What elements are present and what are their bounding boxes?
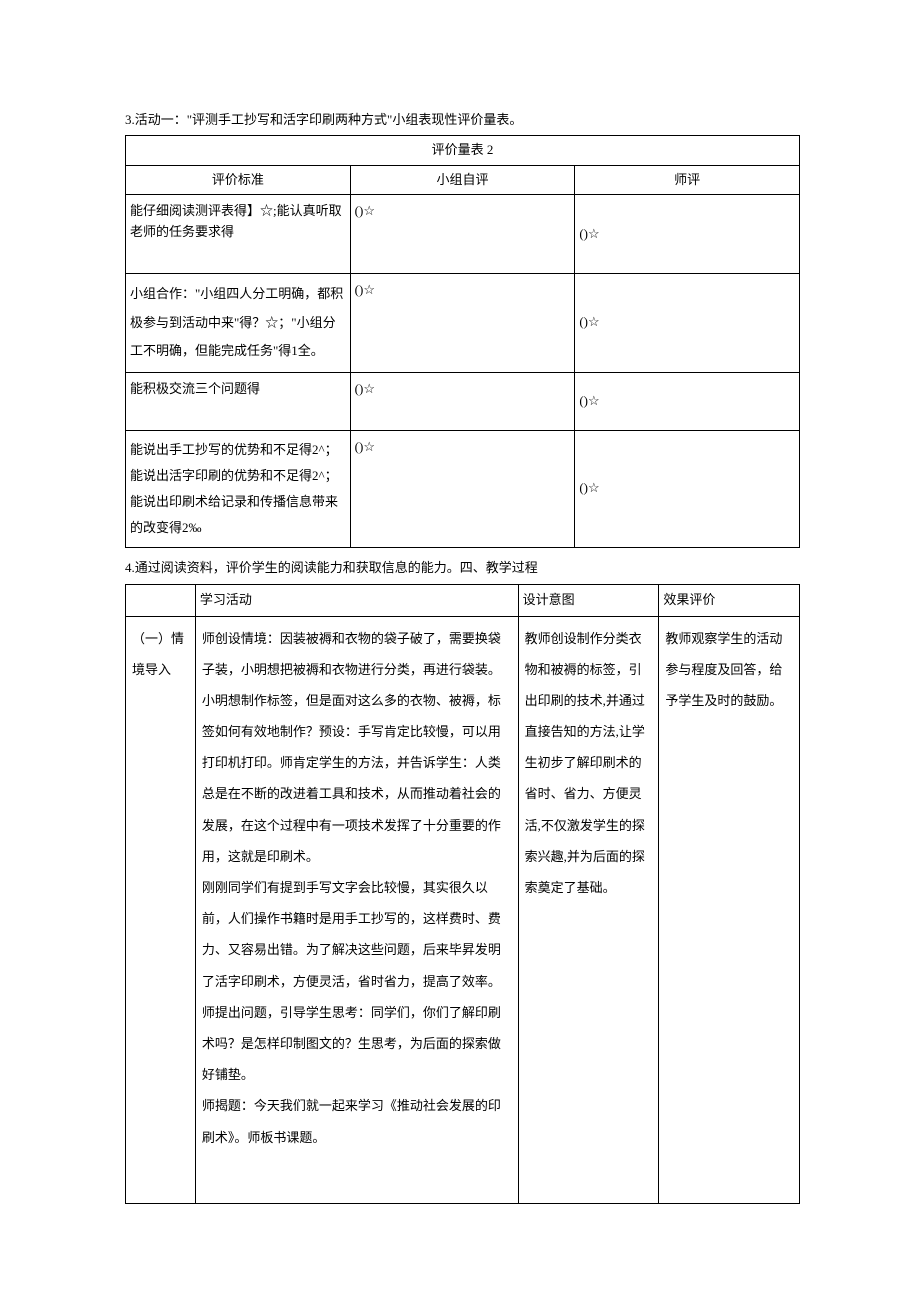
table-row: 能积极交流三个问题得 ()☆ ()☆ xyxy=(126,372,800,430)
teacher-eval-cell: ()☆ xyxy=(575,372,800,430)
self-eval-cell: ()☆ xyxy=(350,195,575,274)
section3-title: 3.活动一："评测手工抄写和活字印刷两种方式"小组表现性评价量表。 xyxy=(125,110,800,131)
section4-note: 4.通过阅读资料，评价学生的阅读能力和获取信息的能力。四、教学过程 xyxy=(125,558,800,579)
self-eval-cell: ()☆ xyxy=(350,273,575,372)
evaluation-rubric-table: 评价量表 2 评价标准 小组自评 师评 能仔细阅读测评表得】☆;能认真听取老师的… xyxy=(125,135,800,548)
stage-cell: （一）情境导入 xyxy=(126,616,196,1203)
activity-cell: 师创设情境：因装被褥和衣物的袋子破了，需要换袋子装，小明想把被褥和衣物进行分类，… xyxy=(195,616,518,1203)
teaching-process-table: 学习活动 设计意图 效果评价 （一）情境导入 师创设情境：因装被褥和衣物的袋子破… xyxy=(125,584,800,1203)
header-teacher-eval: 师评 xyxy=(575,165,800,195)
eval-cell: 教师观察学生的活动参与程度及回答，给予学生及时的鼓励。 xyxy=(659,616,800,1203)
header-stage xyxy=(126,585,196,616)
table-row: 小组合作："小组四人分工明确，都积极参与到活动中来"得？☆；"小组分工不明确，但… xyxy=(126,273,800,372)
header-design: 设计意图 xyxy=(518,585,659,616)
table-caption: 评价量表 2 xyxy=(126,135,800,165)
table-row: 能仔细阅读测评表得】☆;能认真听取老师的任务要求得 ()☆ ()☆ xyxy=(126,195,800,274)
document-page: 3.活动一："评测手工抄写和活字印刷两种方式"小组表现性评价量表。 评价量表 2… xyxy=(0,0,920,1284)
criteria-cell: 能仔细阅读测评表得】☆;能认真听取老师的任务要求得 xyxy=(126,195,351,274)
criteria-cell: 能积极交流三个问题得 xyxy=(126,372,351,430)
design-cell: 教师创设制作分类衣物和被褥的标签，引出印刷的技术,并通过直接告知的方法,让学生初… xyxy=(518,616,659,1203)
teacher-eval-cell: ()☆ xyxy=(575,195,800,274)
teacher-eval-cell: ()☆ xyxy=(575,430,800,547)
header-eval: 效果评价 xyxy=(659,585,800,616)
criteria-cell: 能说出手工抄写的优势和不足得2^；能说出活字印刷的优势和不足得2^；能说出印刷术… xyxy=(126,430,351,547)
header-self-eval: 小组自评 xyxy=(350,165,575,195)
table-row: 能说出手工抄写的优势和不足得2^；能说出活字印刷的优势和不足得2^；能说出印刷术… xyxy=(126,430,800,547)
header-criteria: 评价标准 xyxy=(126,165,351,195)
self-eval-cell: ()☆ xyxy=(350,430,575,547)
table-row: （一）情境导入 师创设情境：因装被褥和衣物的袋子破了，需要换袋子装，小明想把被褥… xyxy=(126,616,800,1203)
criteria-cell: 小组合作："小组四人分工明确，都积极参与到活动中来"得？☆；"小组分工不明确，但… xyxy=(126,273,351,372)
header-activity: 学习活动 xyxy=(195,585,518,616)
self-eval-cell: ()☆ xyxy=(350,372,575,430)
teacher-eval-cell: ()☆ xyxy=(575,273,800,372)
